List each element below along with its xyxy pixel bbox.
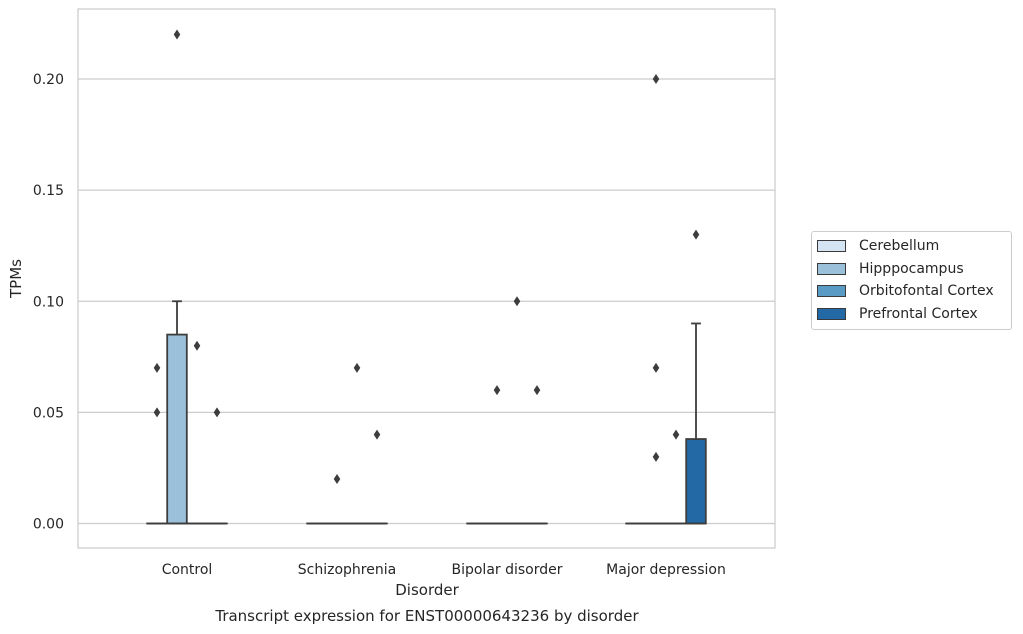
box-group [206, 407, 228, 525]
box-group [186, 340, 208, 525]
box-group [346, 362, 368, 525]
legend-swatch [817, 285, 846, 298]
outlier-point [373, 429, 381, 440]
outlier-point [533, 385, 541, 396]
outlier-point [652, 451, 660, 462]
x-tick-label: Major depression [606, 562, 726, 578]
legend-item: Hipppocampus [812, 258, 1011, 281]
box-group [665, 429, 687, 525]
legend-swatch [817, 262, 846, 275]
y-tick-label: 0.00 [33, 517, 64, 533]
y-tick-label: 0.05 [33, 405, 64, 421]
legend-swatch [817, 240, 846, 253]
box-group [366, 429, 388, 525]
outlier-point [493, 385, 501, 396]
legend-label: Orbitofontal Cortex [859, 283, 994, 300]
x-tick-label: Schizophrenia [298, 562, 396, 578]
legend-item: Orbitofontal Cortex [812, 280, 1011, 303]
y-tick-label: 0.20 [33, 72, 64, 88]
x-tick-labels: Control Schizophrenia Bipolar disorder Majo… [162, 562, 726, 578]
outlier-point [692, 229, 700, 240]
outlier-point [193, 340, 201, 351]
box-group [685, 229, 707, 525]
legend: Cerebellum Hipppocampus Orbitofontal Cor… [811, 231, 1012, 330]
box-group [326, 474, 348, 525]
x-tick-label: Bipolar disorder [451, 562, 562, 578]
y-axis-label: TPMs [7, 259, 25, 299]
box [685, 438, 707, 525]
legend-label: Hipppocampus [859, 260, 964, 277]
outlier-point [652, 362, 660, 373]
outlier-point [153, 407, 161, 418]
box-group [166, 29, 188, 525]
outlier-point [513, 296, 521, 307]
y-tick-labels: 0.00 0.05 0.10 0.15 0.20 [33, 72, 64, 533]
plot-marks [146, 29, 707, 525]
outlier-point [353, 362, 361, 373]
outlier-point [672, 429, 680, 440]
legend-swatch [817, 307, 846, 320]
legend-label: Prefrontal Cortex [859, 305, 978, 322]
y-tick-label: 0.15 [33, 183, 64, 199]
x-axis-label: Disorder [395, 581, 459, 599]
outlier-point [652, 74, 660, 84]
box-group [526, 385, 548, 525]
legend-label: Cerebellum [859, 238, 940, 255]
outlier-point [213, 407, 221, 418]
legend-item: Prefrontal Cortex [812, 303, 1011, 326]
plot-frame [77, 8, 776, 549]
box-group [486, 385, 508, 525]
legend-item: Cerebellum [812, 235, 1011, 258]
box-group [645, 74, 667, 525]
chart-caption: Transcript expression for ENST0000064323… [214, 607, 639, 625]
y-tick-label: 0.10 [33, 294, 64, 310]
x-tick-label: Control [162, 562, 213, 578]
outlier-point [153, 362, 161, 373]
box-group [146, 362, 168, 525]
outlier-point [173, 29, 181, 40]
outlier-point [333, 474, 341, 485]
box [166, 333, 188, 525]
box-group [506, 296, 528, 525]
